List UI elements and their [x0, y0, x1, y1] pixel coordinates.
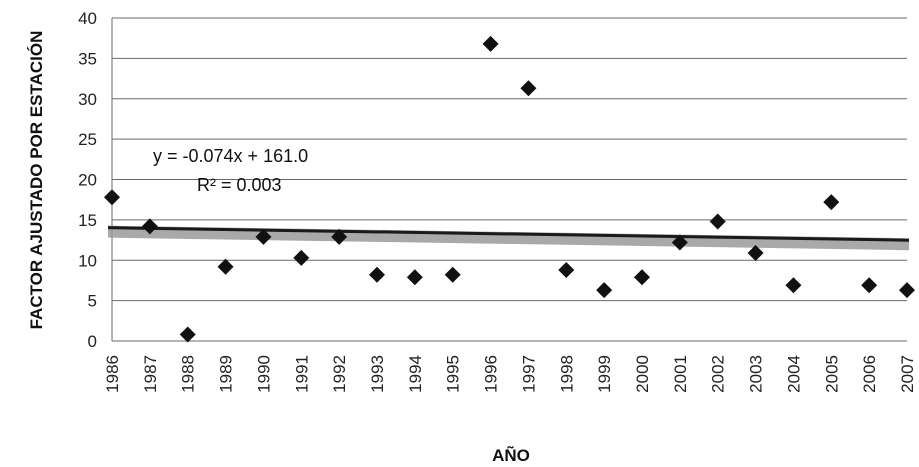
- x-tick-label: 1995: [444, 355, 463, 393]
- x-tick-label: 1994: [406, 355, 425, 393]
- data-point: [558, 261, 575, 278]
- y-tick-label: 30: [78, 90, 97, 109]
- x-tick-label: 1987: [141, 355, 160, 393]
- y-tick-label: 0: [88, 332, 97, 351]
- trendline: [107, 226, 910, 242]
- x-tick-label: 2006: [860, 355, 879, 393]
- data-point: [104, 189, 120, 206]
- y-axis-title: FACTOR AJUSTADO POR ESTACIÓN: [27, 31, 46, 330]
- data-point: [747, 244, 764, 261]
- x-tick-label: 1990: [254, 355, 273, 393]
- data-point: [709, 213, 726, 230]
- data-point: [444, 266, 461, 283]
- data-point: [482, 35, 499, 52]
- gridlines: [111, 17, 907, 342]
- data-point: [255, 228, 272, 245]
- trendline-group: [107, 225, 910, 251]
- x-tick-label: 1988: [179, 355, 198, 393]
- x-tick-label: 1991: [292, 355, 311, 393]
- data-point: [179, 326, 196, 343]
- data-point: [406, 269, 423, 286]
- data-point: [671, 234, 688, 251]
- y-tick-label: 25: [78, 130, 97, 149]
- x-tick-label: 2005: [822, 355, 841, 393]
- x-tick-labels: 1986 1987 1988 1989 1990 1991 1992 1993 1994 1995…: [103, 355, 917, 393]
- x-tick-label: 2000: [633, 355, 652, 393]
- x-tick-label: 2002: [709, 355, 728, 393]
- y-tick-label: 35: [78, 49, 97, 68]
- data-point: [217, 258, 234, 275]
- data-point: [520, 80, 537, 97]
- y-tick-label: 40: [78, 9, 97, 28]
- x-axis-title: AÑO: [492, 445, 530, 465]
- x-tick-label: 2007: [898, 355, 917, 393]
- x-tick-label: 2003: [747, 355, 766, 393]
- y-tick-label: 10: [78, 251, 97, 270]
- trendline-r-squared: R² = 0.003: [197, 175, 282, 195]
- x-tick-label: 1992: [330, 355, 349, 393]
- y-tick-label: 20: [78, 171, 97, 190]
- data-point: [331, 228, 348, 245]
- data-points: [104, 35, 915, 343]
- data-point: [823, 194, 840, 211]
- data-point: [293, 249, 310, 266]
- trendline-equation: y = -0.074x + 161.0: [153, 146, 308, 166]
- data-point: [861, 277, 878, 294]
- x-tick-label: 1989: [217, 355, 236, 393]
- x-tick-label: 2001: [671, 355, 690, 393]
- x-tick-label: 1986: [103, 355, 122, 393]
- data-point: [785, 277, 802, 294]
- y-tick-label: 5: [88, 292, 97, 311]
- data-point: [899, 282, 915, 299]
- x-tick-label: 1999: [595, 355, 614, 393]
- data-point: [141, 218, 158, 235]
- x-tick-label: 1993: [368, 355, 387, 393]
- x-tick-label: 1997: [519, 355, 538, 393]
- data-point: [596, 282, 613, 299]
- y-tick-labels: 0 5 10 15 20 25 30 35 40: [78, 9, 97, 351]
- data-point: [634, 269, 650, 286]
- x-tick-label: 1996: [482, 355, 501, 393]
- data-point: [369, 266, 385, 283]
- y-tick-label: 15: [78, 211, 97, 230]
- x-tick-label: 1998: [557, 355, 576, 393]
- x-tick-label: 2004: [784, 355, 803, 393]
